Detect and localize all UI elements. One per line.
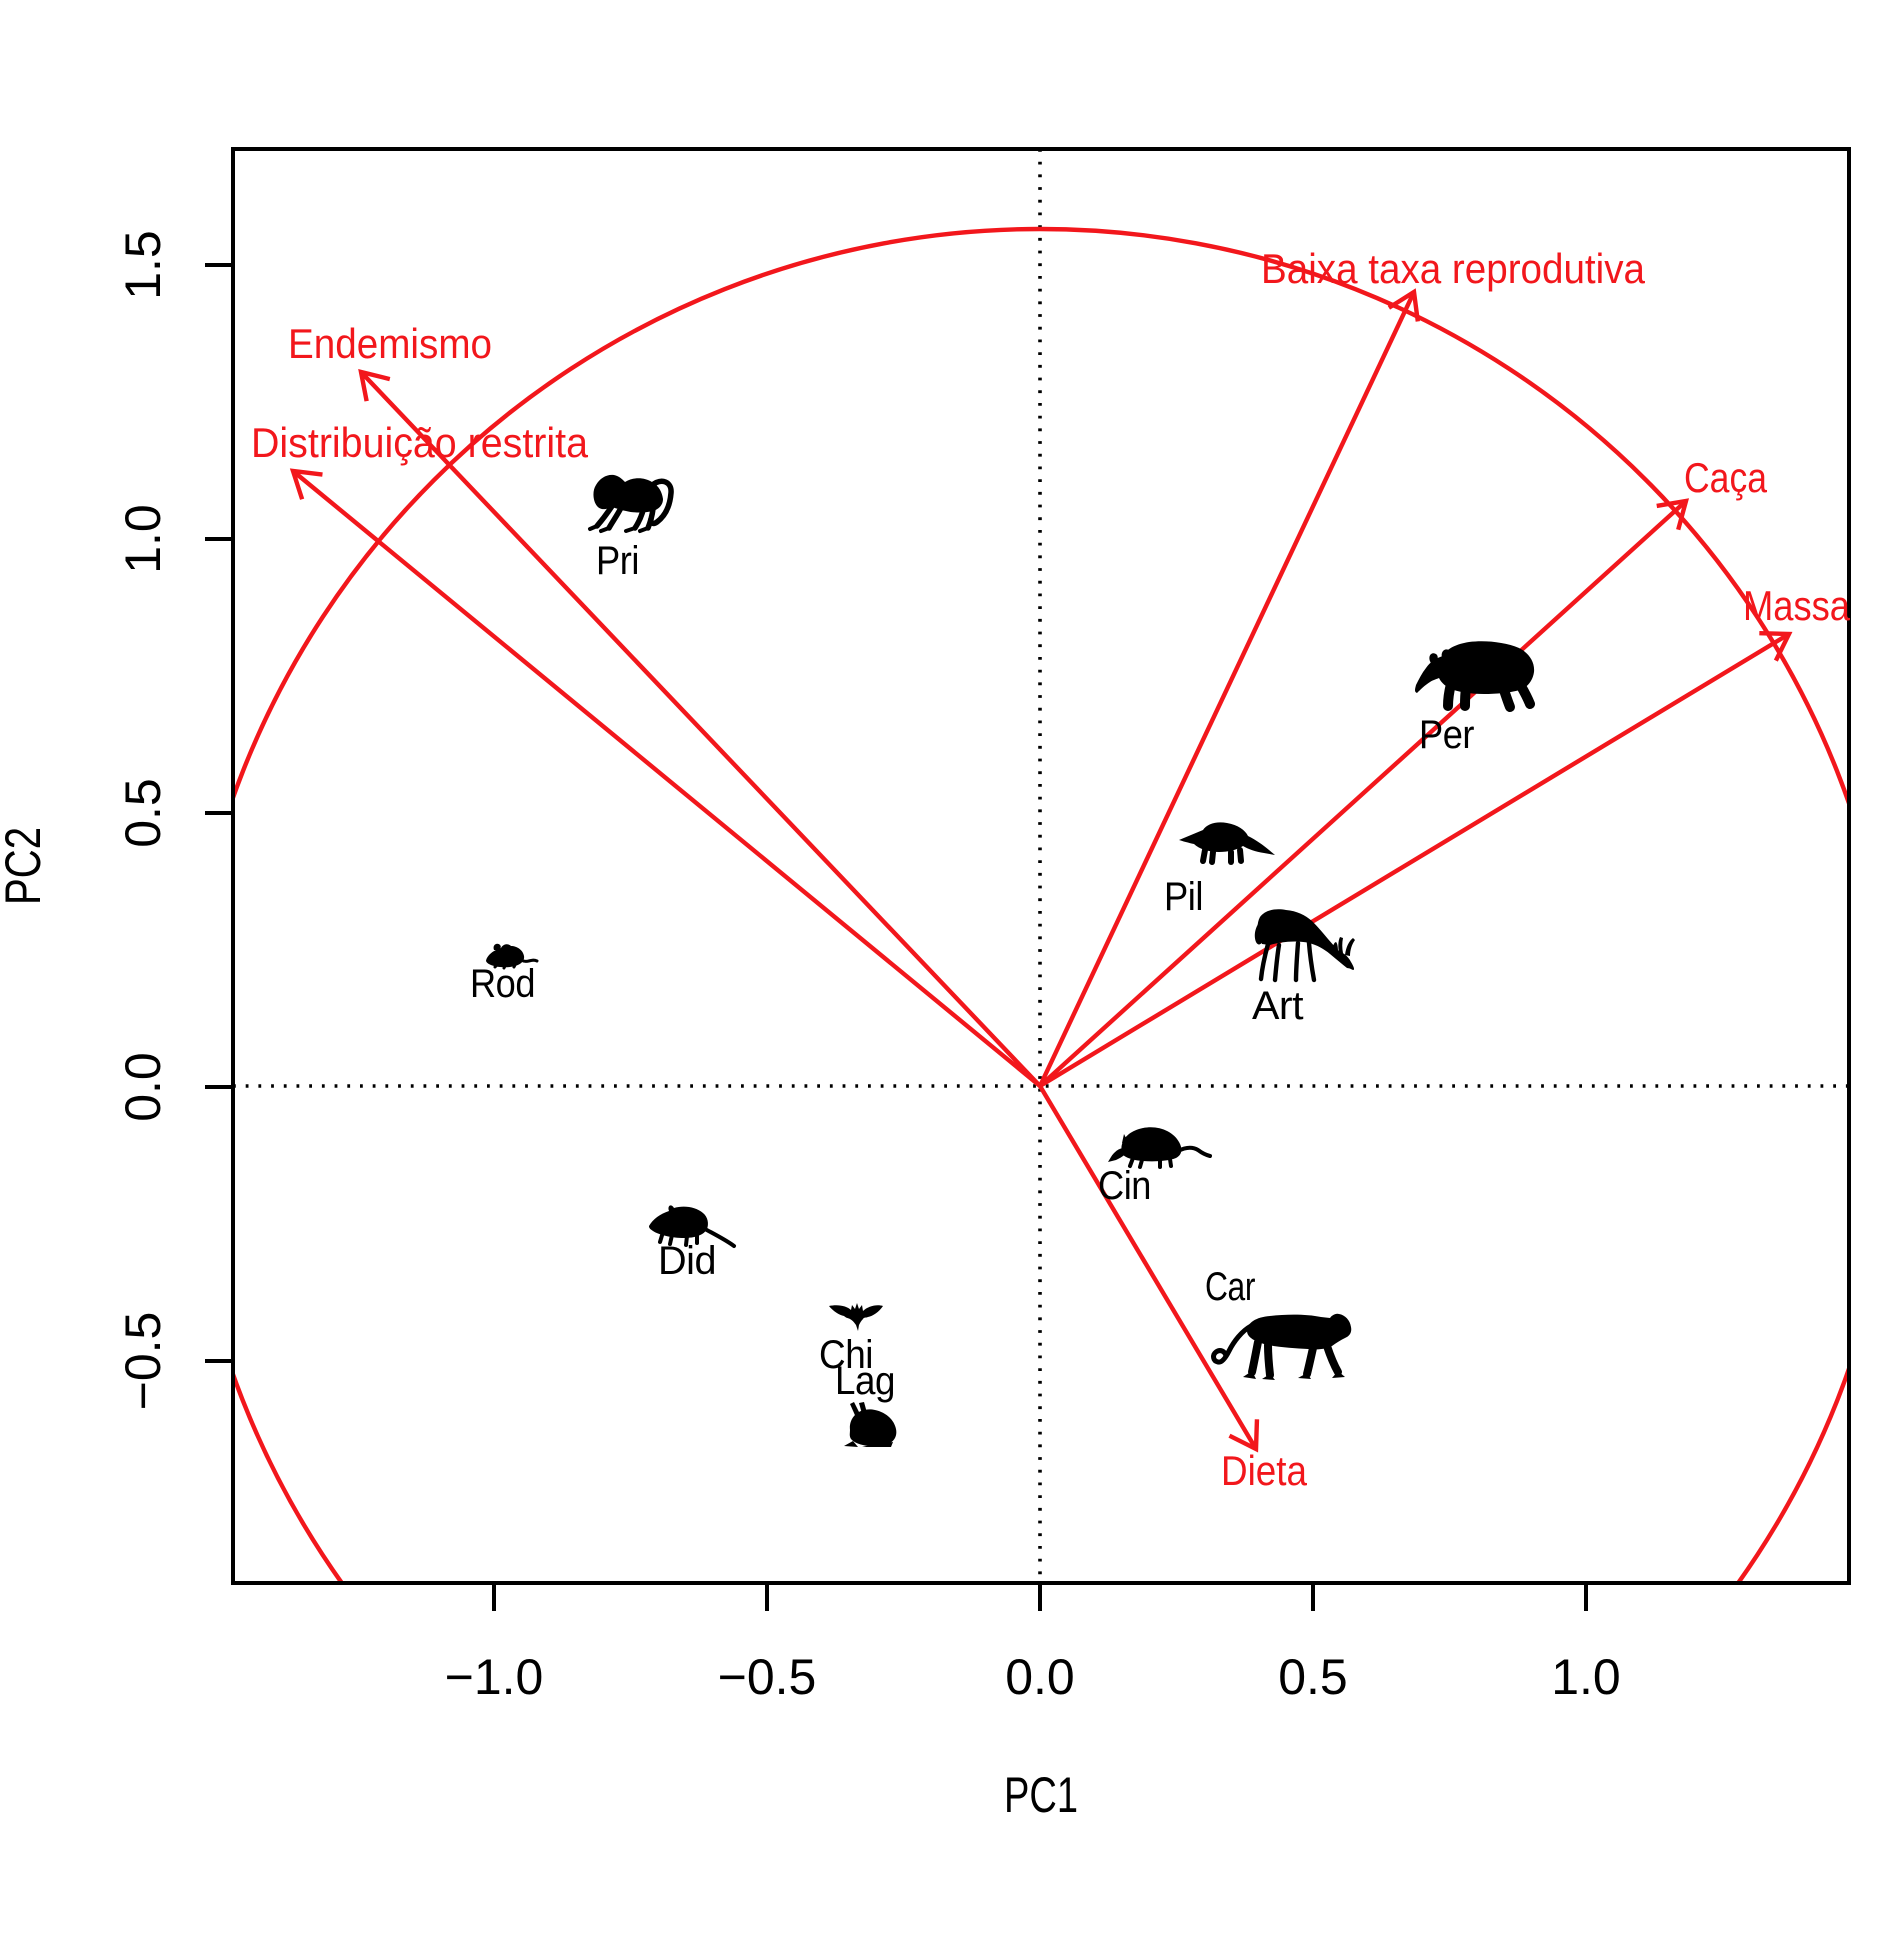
svg-text:0.0: 0.0	[1005, 1649, 1075, 1705]
svg-text:PC1: PC1	[1004, 1767, 1078, 1823]
svg-text:Caça: Caça	[1684, 454, 1768, 501]
svg-text:−0.5: −0.5	[115, 1312, 171, 1411]
svg-text:Baixa taxa reprodutiva: Baixa taxa reprodutiva	[1261, 245, 1646, 292]
svg-text:0.0: 0.0	[115, 1052, 171, 1122]
svg-text:1.5: 1.5	[115, 230, 171, 300]
svg-text:Chi: Chi	[819, 1333, 873, 1377]
svg-text:Rod: Rod	[470, 962, 535, 1006]
svg-text:Pri: Pri	[596, 539, 639, 583]
svg-text:Cin: Cin	[1098, 1164, 1151, 1208]
svg-text:Pil: Pil	[1164, 875, 1203, 919]
svg-text:−1.0: −1.0	[445, 1649, 544, 1705]
svg-text:0.5: 0.5	[1278, 1649, 1348, 1705]
svg-text:Car: Car	[1205, 1265, 1255, 1309]
svg-text:−0.5: −0.5	[718, 1649, 817, 1705]
svg-text:Distribuição restrita: Distribuição restrita	[251, 419, 589, 466]
svg-text:Lag: Lag	[835, 1359, 895, 1403]
svg-text:1.0: 1.0	[115, 504, 171, 574]
svg-text:1.0: 1.0	[1551, 1649, 1621, 1705]
svg-text:PC2: PC2	[0, 827, 51, 905]
svg-text:0.5: 0.5	[115, 778, 171, 848]
svg-text:Art: Art	[1252, 984, 1303, 1028]
svg-text:Massa: Massa	[1743, 582, 1851, 629]
svg-text:Dieta: Dieta	[1221, 1447, 1308, 1494]
svg-text:Per: Per	[1419, 713, 1474, 757]
svg-text:Endemismo: Endemismo	[288, 320, 492, 367]
